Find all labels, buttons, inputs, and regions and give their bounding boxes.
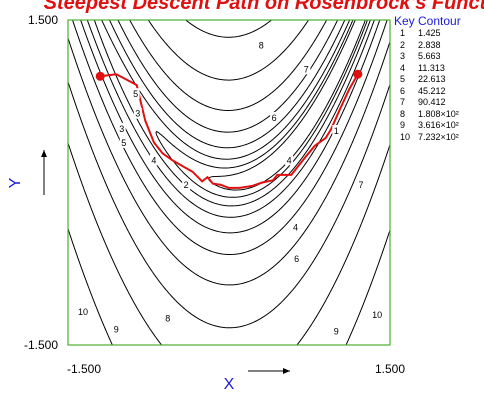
contour-label-bg	[133, 107, 142, 119]
contour-line-5	[80, 20, 381, 234]
contour-key-number: 3	[400, 51, 406, 61]
contour-label: 3	[119, 124, 124, 134]
y-tick-label-top: 1.500	[28, 13, 58, 27]
contour-label: 4	[287, 155, 292, 165]
contour-label: 10	[78, 307, 88, 317]
chart-title: Steepest Descent Path on Rosenbrock's Fu…	[44, 0, 484, 14]
contour-key-number: 8	[400, 108, 406, 119]
contour-label-bg	[131, 88, 140, 100]
descent-path-line	[100, 73, 359, 189]
contour-key-number: 1	[400, 28, 406, 38]
contour-label: 6	[294, 254, 299, 264]
contour-key-number: 10	[400, 131, 411, 142]
y-tick-label-bottom: -1.500	[24, 338, 58, 352]
contour-label: 1	[334, 126, 339, 136]
contour-label-bg	[117, 122, 126, 134]
contour-label-bg	[149, 154, 158, 166]
contour-label: 5	[133, 89, 138, 99]
contour-key-number: 6	[400, 85, 406, 96]
contour-key-row: 10 7.232×10²	[394, 132, 484, 144]
contour-label: 9	[334, 326, 339, 336]
contour-label: 9	[114, 324, 119, 334]
contour-line-8	[68, 20, 390, 329]
contour-label: 8	[165, 313, 170, 323]
contour-label-bg	[163, 312, 172, 324]
contour-label-bg	[332, 325, 341, 337]
descent-path-start-marker	[353, 69, 363, 79]
contour-key-value: 3.616×10²	[418, 120, 459, 130]
contour-key-header: Key Contour	[394, 14, 461, 28]
contour-line-10	[68, 228, 390, 345]
contour-key-value: 1.425	[418, 28, 441, 38]
contour-line-9	[68, 142, 390, 345]
contour-key-row: 2 2.838	[394, 40, 484, 52]
contour-key-row: 9 3.616×10²	[394, 120, 484, 132]
contour-key-number: 5	[400, 74, 406, 84]
contour-key-value: 1.808×10²	[418, 108, 459, 119]
contour-line-7	[68, 20, 390, 286]
x-axis-arrow	[248, 368, 290, 374]
contour-line-4	[86, 20, 375, 218]
contour-labels: 8 7 6 5 5 3 3 1 4 4 2 7 4 6 10 10 9 8 9	[76, 39, 385, 337]
contour-key-value: 7.232×10²	[418, 131, 459, 142]
contour-key-number: 2	[400, 39, 406, 50]
contour-key-row: 3 5.663	[394, 51, 484, 63]
contour-label-bg	[370, 309, 385, 321]
contour-label-bg	[302, 63, 311, 75]
contour-label: 8	[259, 40, 264, 50]
contour-key-number: 4	[400, 62, 406, 73]
contour-key-row: 6 45.212	[394, 86, 484, 98]
contour-key-row: 1 1.425	[394, 28, 484, 40]
contour-key-value: 90.412	[418, 97, 446, 107]
contour-label: 4	[293, 222, 298, 232]
contour-label: 2	[184, 180, 189, 190]
contour-label: 7	[304, 64, 309, 74]
contour-lines	[68, 20, 390, 345]
x-tick-label-right: 1.500	[375, 362, 405, 376]
y-axis-label: Y	[7, 177, 24, 188]
contour-key: Key Contour 1 1.425 2 2.838 3 5.663 4 11.313 5 22…	[394, 14, 484, 143]
contour-label-bg	[76, 305, 90, 317]
contour-key-row: 7 90.412	[394, 97, 484, 109]
contour-key-value: 2.838	[418, 39, 441, 50]
contour-key-rows: 1 1.425 2 2.838 3 5.663 4 11.313 5 22.613 6 45.212 7…	[394, 28, 484, 143]
contour-line-2	[155, 20, 368, 198]
contour-line-6	[72, 20, 388, 256]
contour-label-bg	[182, 179, 191, 191]
descent-path-end-marker	[95, 71, 105, 81]
descent-path-layer	[95, 69, 363, 189]
contour-label-bg	[332, 125, 341, 136]
contour-label-bg	[285, 154, 294, 166]
contour-label-bg	[257, 39, 266, 51]
x-axis-label: X	[224, 376, 235, 393]
contour-label: 6	[272, 113, 277, 123]
contour-label: 5	[121, 138, 126, 148]
contour-key-value: 5.663	[418, 51, 441, 61]
contour-key-value: 11.313	[418, 62, 445, 73]
x-tick-label-left: -1.500	[67, 362, 101, 376]
contour-key-row: 5 22.613	[394, 74, 484, 86]
contour-label-bg	[112, 323, 121, 335]
y-axis-arrow	[41, 150, 47, 195]
contour-label: 10	[372, 310, 382, 320]
contour-label-bg	[291, 221, 300, 233]
contour-key-number: 7	[400, 97, 406, 107]
contour-label-bg	[357, 179, 365, 191]
contour-label: 3	[135, 109, 140, 119]
contour-label: 4	[151, 155, 156, 165]
contour-label-bg	[270, 112, 279, 123]
contour-key-number: 9	[400, 120, 406, 130]
contour-key-row: 8 1.808×10²	[394, 109, 484, 121]
contour-key-row: 4 11.313	[394, 63, 484, 75]
contour-label-bg	[119, 136, 128, 148]
plot-frame	[67, 19, 391, 346]
contour-key-value: 22.613	[418, 74, 446, 84]
contour-label: 7	[358, 180, 363, 190]
contour-key-value: 45.212	[418, 85, 446, 96]
contour-label-bg	[292, 252, 301, 264]
